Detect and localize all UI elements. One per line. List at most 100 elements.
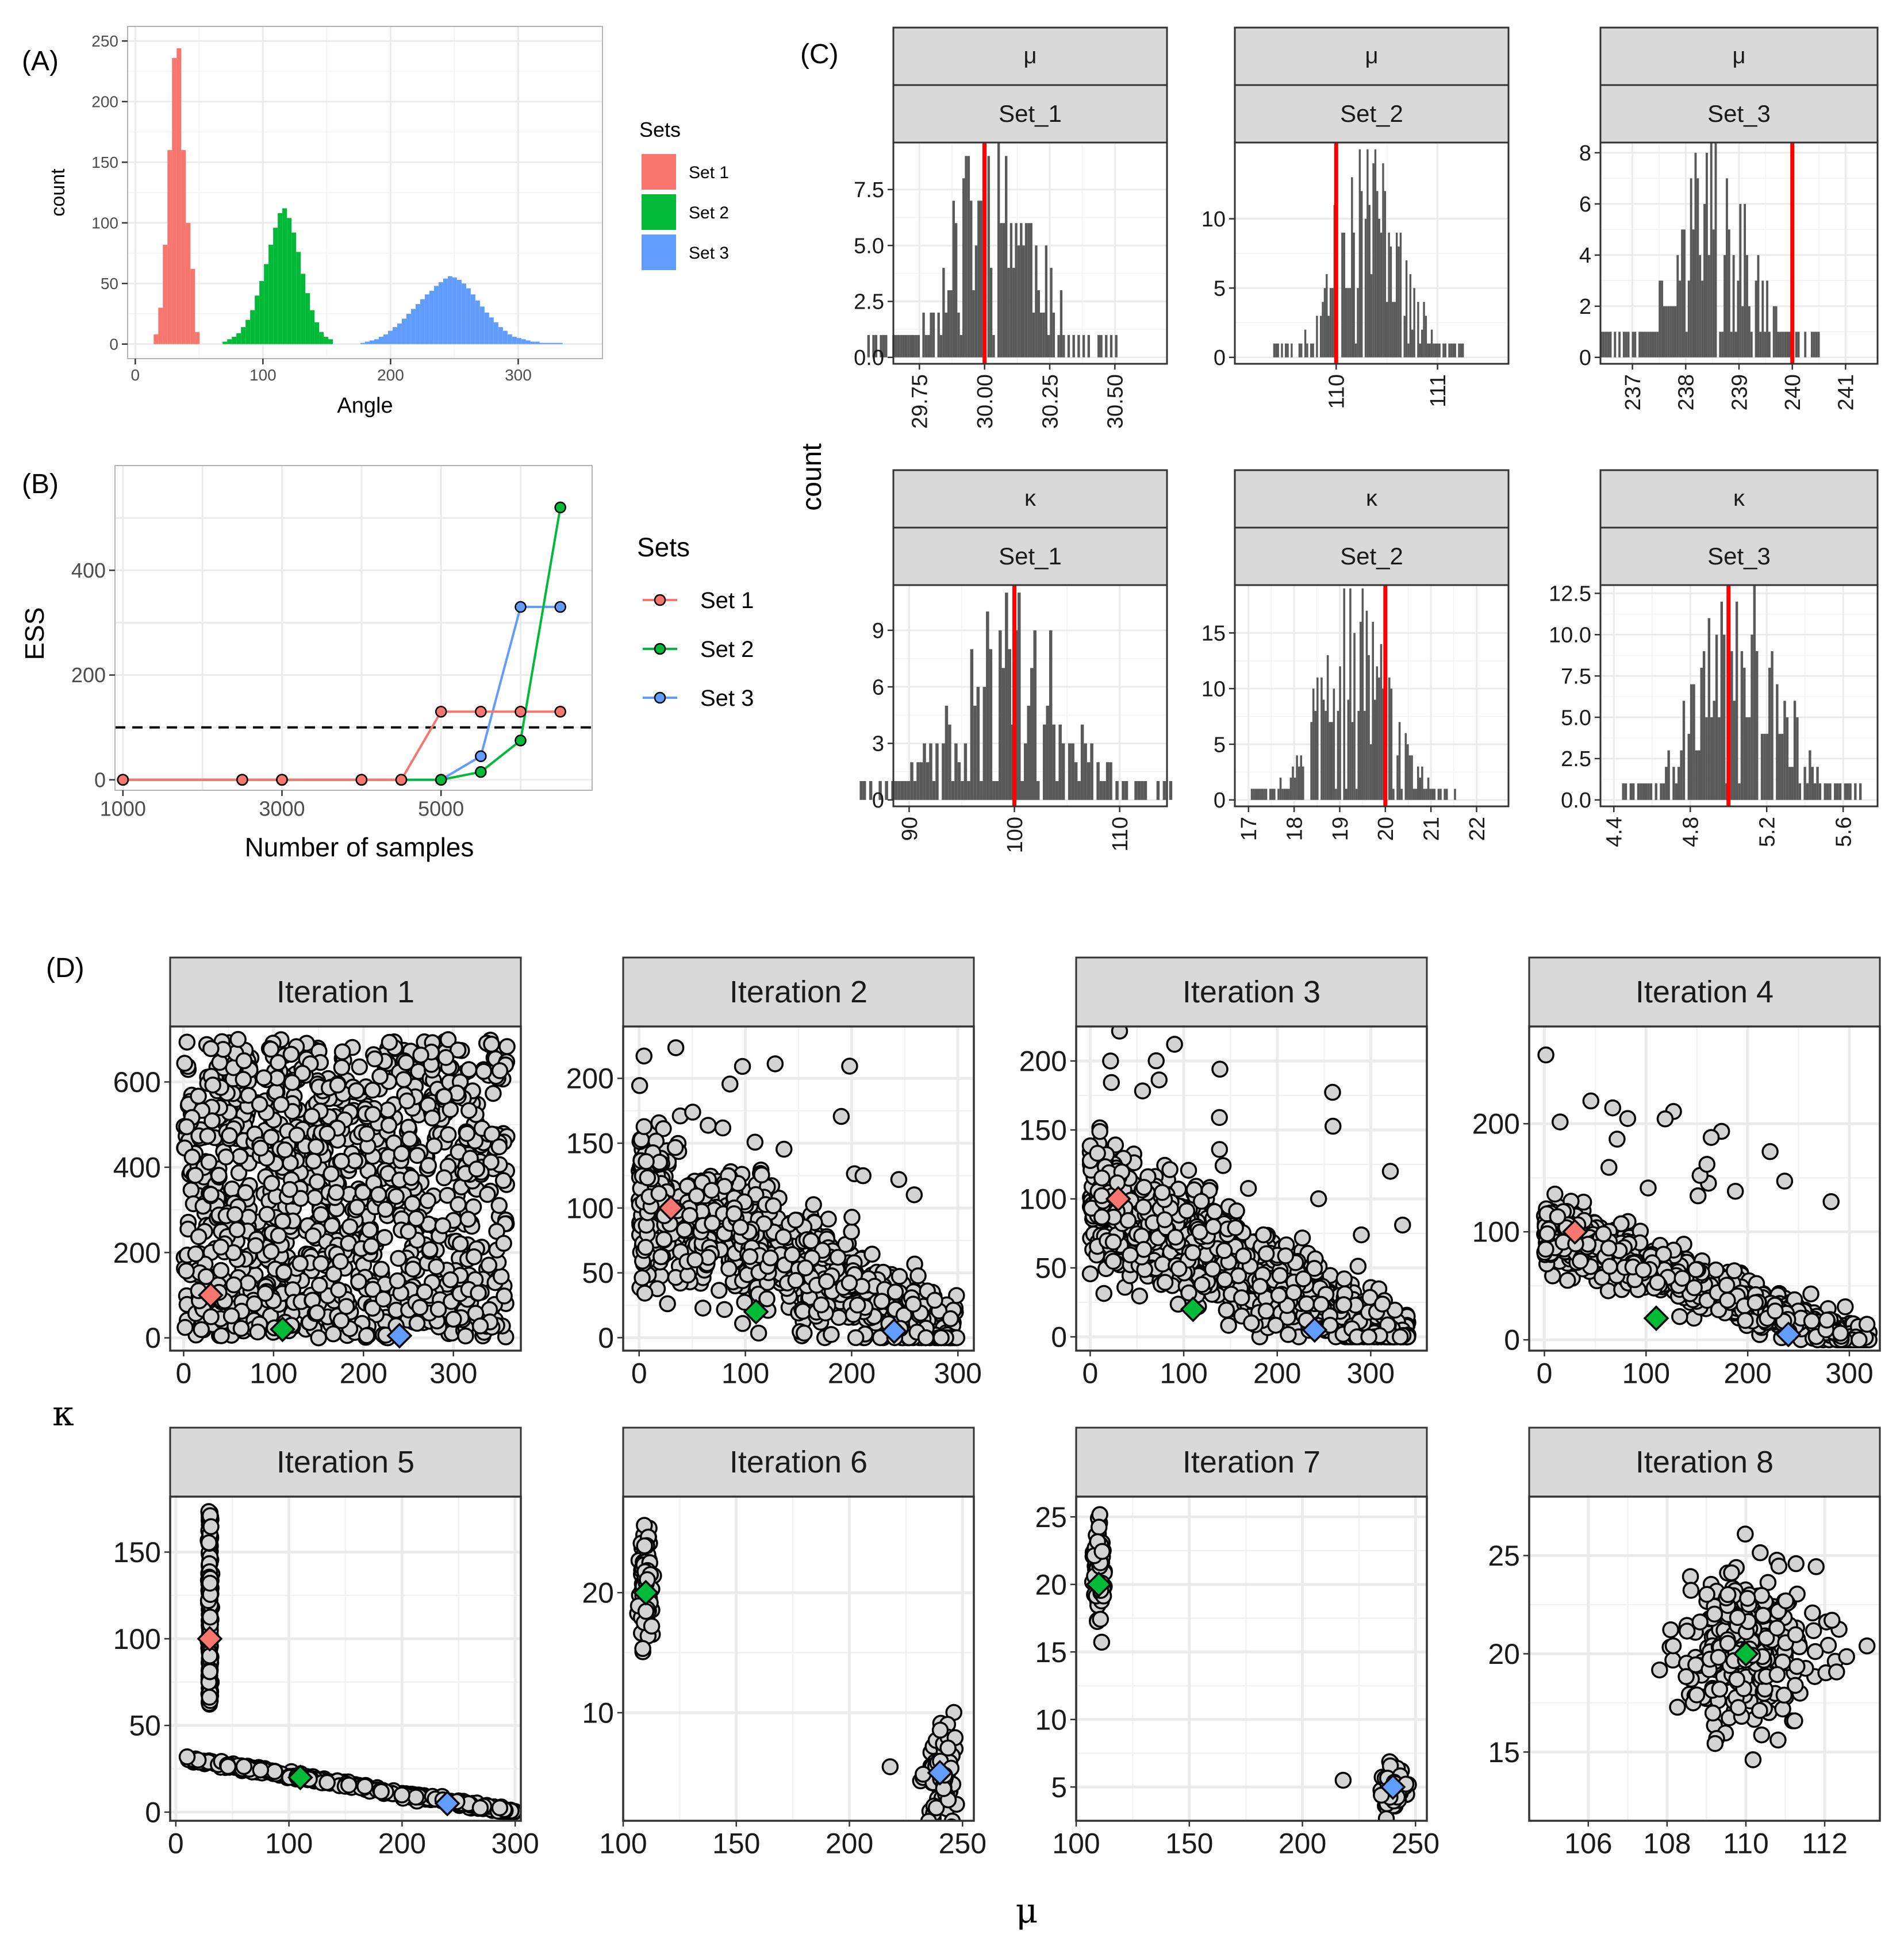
histogram-bar [1614, 332, 1617, 357]
true-value-marker [1775, 1321, 1802, 1348]
sample-point [1233, 1289, 1250, 1306]
sample-point [445, 1310, 462, 1328]
histogram-bar [1326, 655, 1329, 800]
histogram-bar [1662, 783, 1665, 800]
histogram-bar [241, 327, 246, 344]
true-value-marker [1302, 1317, 1328, 1343]
y-tick-label: 150 [566, 1128, 614, 1160]
sample-point [1718, 1276, 1736, 1294]
sample-point [886, 1283, 904, 1301]
y-tick-label: 3 [872, 732, 884, 756]
y-tick-label: 2.5 [1561, 747, 1591, 771]
histogram-bar [1462, 343, 1464, 357]
sample-point [282, 1045, 300, 1063]
histogram-bar [401, 318, 406, 344]
y-tick-label: 0 [598, 1322, 614, 1354]
sample-point [775, 1140, 793, 1158]
histogram-bar [1764, 332, 1767, 357]
strip-iteration [169, 956, 522, 1028]
y-axis-title: count [797, 443, 827, 510]
histogram-bar [1723, 635, 1726, 800]
sample-point [437, 1049, 455, 1066]
sample-point [306, 1189, 324, 1206]
x-tick-label: 30.25 [1038, 374, 1062, 429]
sample-point [404, 1260, 422, 1278]
histogram-bar [1419, 778, 1422, 800]
sample-point [1270, 1286, 1288, 1304]
sample-point [635, 1118, 653, 1135]
x-tick-label: 0 [1537, 1358, 1553, 1390]
y-tick-label: 5.0 [1561, 706, 1591, 730]
sample-point [309, 1173, 326, 1191]
histogram-bar [1292, 766, 1294, 800]
sample-point [829, 1248, 847, 1266]
strip-iteration-label: Iteration 3 [1183, 975, 1320, 1009]
sample-point [631, 1077, 648, 1094]
histogram-bar [1000, 223, 1003, 357]
histogram-bar [1080, 724, 1084, 800]
sample-point [308, 1304, 326, 1321]
sample-point [364, 1106, 382, 1123]
histogram-bar [1437, 343, 1439, 357]
sample-point [183, 1148, 201, 1166]
histogram-bar [1082, 334, 1085, 357]
histogram-bar [502, 330, 508, 344]
y-tick-label: 200 [91, 93, 118, 111]
histogram-bar [1339, 666, 1341, 800]
histogram-bar [383, 334, 388, 344]
histogram-bar [1655, 783, 1657, 800]
histogram-bar [904, 780, 907, 800]
histogram-bar [974, 245, 978, 357]
histogram-bar [181, 150, 186, 344]
histogram-bar [910, 762, 913, 800]
sample-point [1537, 1240, 1554, 1258]
y-tick-label: 12.5 [1549, 582, 1591, 606]
histogram-bar [926, 762, 930, 800]
sample-point [1271, 1267, 1289, 1285]
histogram-bar [443, 278, 448, 344]
sample-point [228, 1221, 246, 1239]
sample-point [1802, 1285, 1819, 1303]
sample-point [213, 1327, 230, 1344]
legend-title: Sets [637, 532, 690, 562]
histogram-bar [1768, 667, 1771, 800]
histogram-bar [1660, 783, 1663, 800]
histogram-bar [1257, 789, 1260, 800]
y-tick-label: 200 [1019, 1045, 1067, 1078]
strip-iteration-label: Iteration 1 [277, 975, 414, 1009]
histogram-bar [1359, 621, 1362, 800]
sample-point [235, 1052, 253, 1070]
sample-point [1312, 1295, 1330, 1313]
histogram-bar [1816, 767, 1819, 800]
histogram-bar [553, 343, 558, 344]
sample-point [666, 1139, 684, 1156]
sample-point [397, 1053, 415, 1071]
histogram-bar [1826, 783, 1829, 800]
strip-set-label: Set_2 [1340, 100, 1403, 127]
histogram-bar [1701, 280, 1704, 357]
sample-point [402, 1169, 420, 1186]
sample-point [235, 1071, 252, 1088]
histogram-bar [1411, 755, 1413, 800]
histogram-bar [1768, 332, 1771, 357]
histogram-bar [1740, 651, 1744, 800]
histogram-bar [1389, 246, 1392, 357]
histogram-bar [1417, 766, 1419, 800]
histogram-bar [1378, 218, 1380, 357]
histogram-bar [900, 334, 903, 357]
panel-border [127, 26, 603, 359]
sample-point [1216, 1271, 1234, 1289]
legend-key [642, 234, 676, 270]
histogram-bar [932, 780, 936, 800]
histogram-bar [882, 334, 885, 357]
sample-point [1227, 1219, 1244, 1237]
histogram-bar [1384, 191, 1387, 357]
sample-point [639, 1169, 657, 1186]
histogram-bar [1417, 302, 1419, 357]
sample-point [1089, 1144, 1106, 1162]
histogram-bar [1343, 588, 1345, 800]
strip-param [1234, 26, 1510, 86]
true-value-marker [743, 1298, 769, 1325]
sample-point [275, 1263, 293, 1281]
